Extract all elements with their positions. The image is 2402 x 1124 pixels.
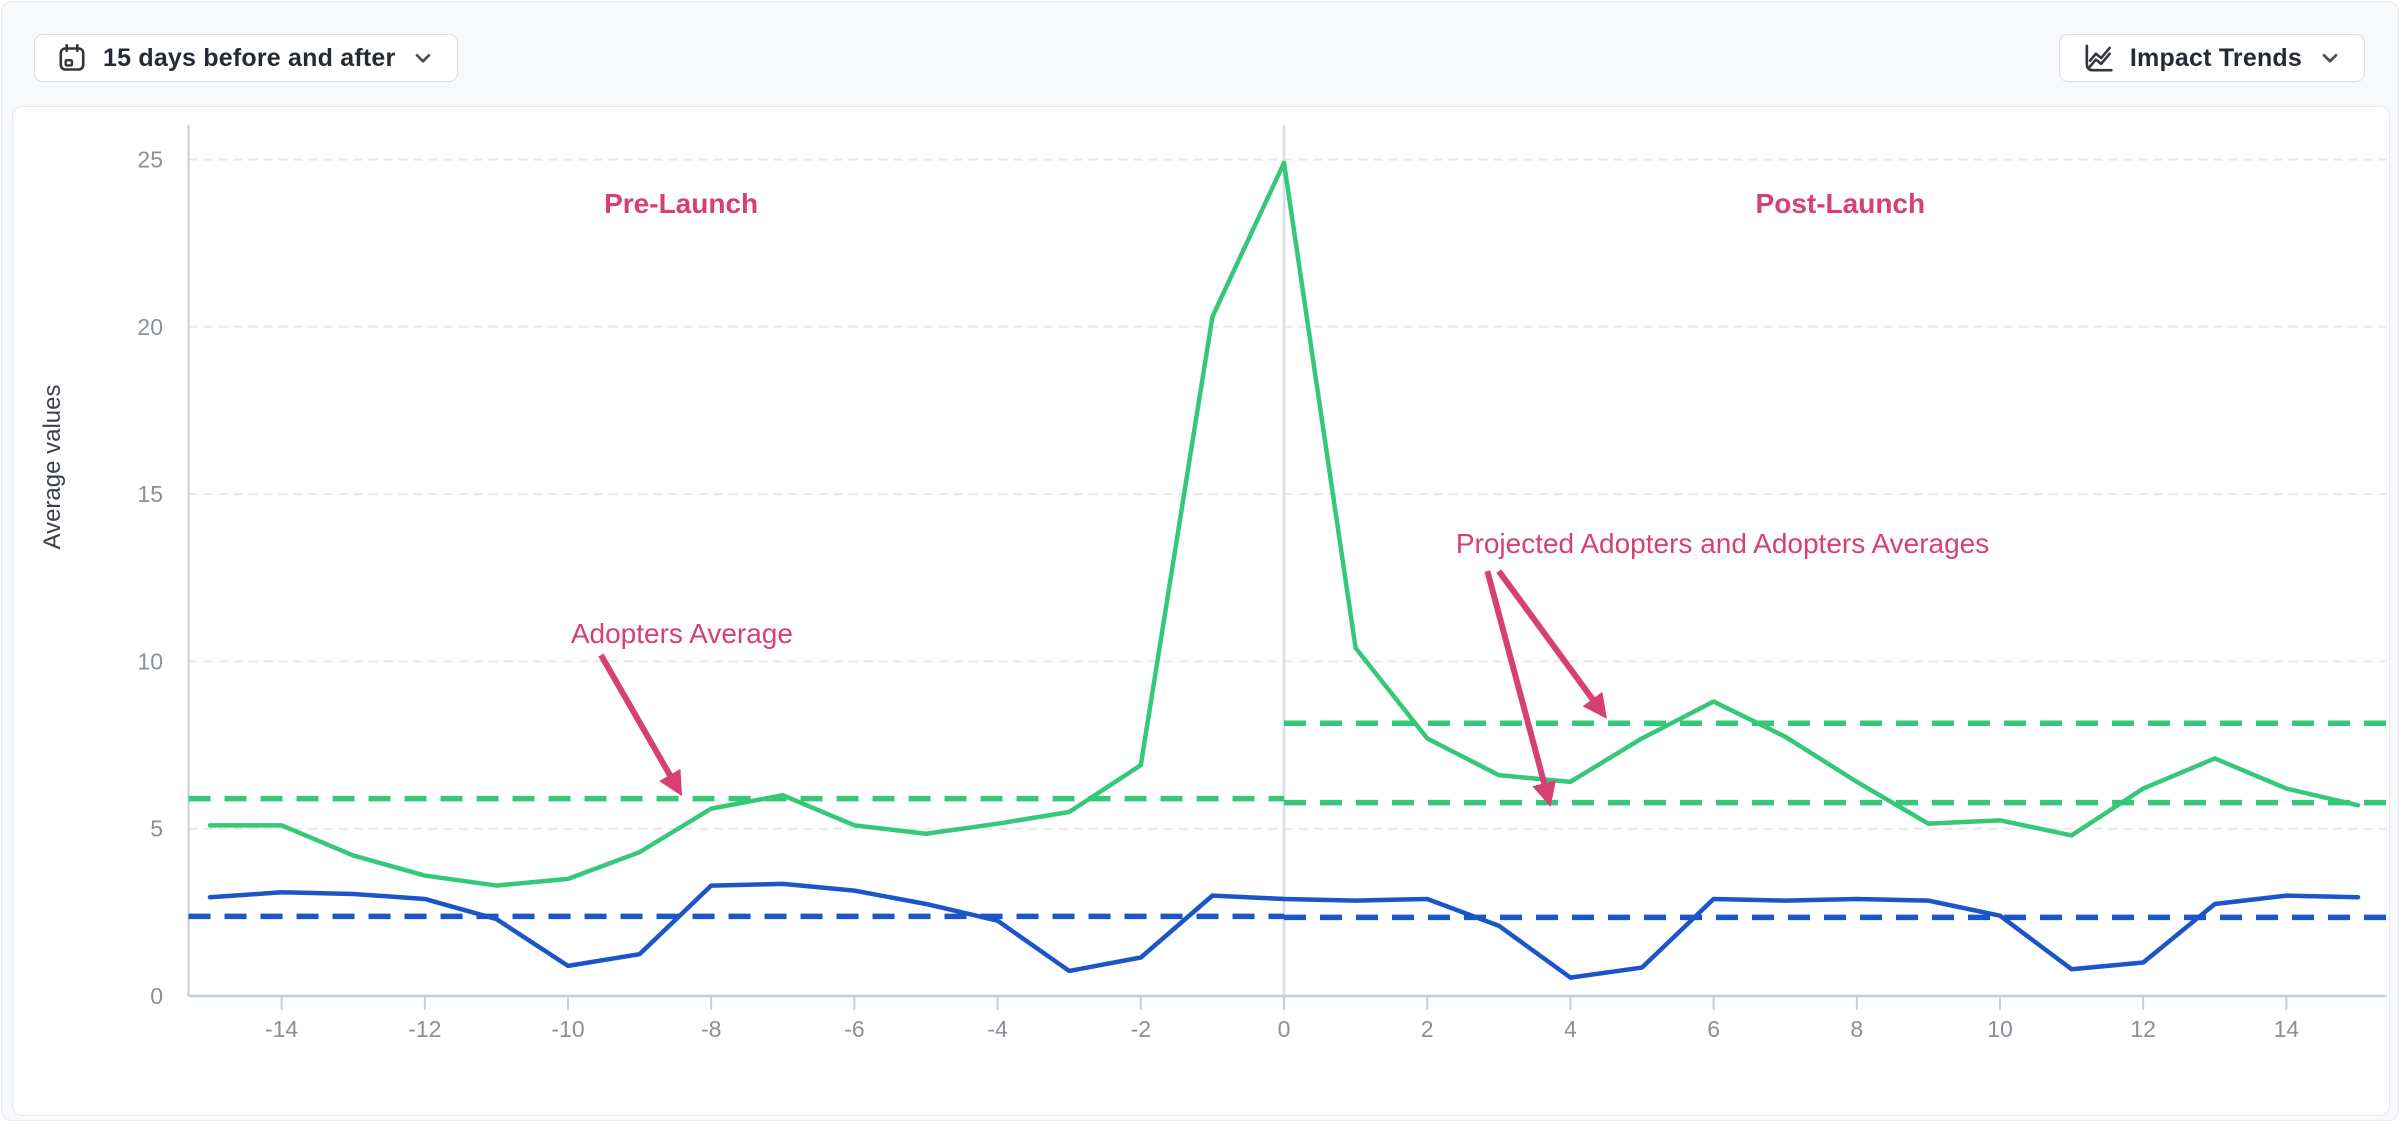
- x-tick-label: 14: [2274, 1016, 2300, 1042]
- y-axis: 0 5 10 15 20 25: [137, 147, 163, 1010]
- x-tick-label: -12: [408, 1016, 441, 1042]
- impact-chart-svg: -14 -12 -10 -8 -6 -4 -2 0 2 4 6 8 10 12 14 0 5 10 15 20 25 Av…: [39, 125, 2387, 1042]
- y-gridlines: [188, 158, 2387, 830]
- x-tick-label: -4: [987, 1016, 1008, 1042]
- y-tick-label: 10: [137, 648, 163, 674]
- y-tick-label: 25: [137, 147, 163, 173]
- x-tick-label: -10: [551, 1016, 584, 1042]
- projected-adopters-label: Projected Adopters and Adopters Averages: [1456, 528, 1989, 807]
- post-launch-label-text: Post-Launch: [1756, 188, 1926, 219]
- x-tick-label: -8: [701, 1016, 721, 1042]
- x-tick-label: 2: [1421, 1016, 1434, 1042]
- impact-trends-button[interactable]: Impact Trends: [2058, 34, 2365, 82]
- projected-adopters-label-arrow: [1496, 569, 1607, 719]
- adopters-average-label-arrow: [598, 653, 683, 797]
- adopters-average-label-text: Adopters Average: [571, 618, 793, 649]
- trend-chart-icon: [2081, 41, 2115, 75]
- x-tick-label: -2: [1131, 1016, 1151, 1042]
- impact-trends-label: Impact Trends: [2129, 43, 2302, 72]
- post-launch-label: Post-Launch: [1756, 188, 1926, 219]
- x-axis: -14 -12 -10 -8 -6 -4 -2 0 2 4 6 8 10 12 14: [265, 996, 2299, 1042]
- x-tick-label: 6: [1707, 1016, 1720, 1042]
- calendar-icon: [56, 42, 88, 74]
- chart-card: -14 -12 -10 -8 -6 -4 -2 0 2 4 6 8 10 12 14 0 5 10 15 20 25 Av…: [12, 106, 2390, 1116]
- y-tick-label: 5: [150, 816, 163, 842]
- adopters-line: [207, 160, 2361, 888]
- y-axis-title: Average values: [39, 385, 66, 550]
- chevron-down-icon: [410, 45, 436, 71]
- pre-launch-label-text: Pre-Launch: [604, 188, 758, 219]
- x-tick-label: 10: [1987, 1016, 2013, 1042]
- y-tick-label: 15: [137, 481, 163, 507]
- x-tick-label: -14: [265, 1016, 298, 1042]
- x-tick-label: 8: [1850, 1016, 1863, 1042]
- x-tick-label: 0: [1278, 1016, 1291, 1042]
- x-tick-label: -6: [844, 1016, 864, 1042]
- y-tick-label: 20: [137, 314, 163, 340]
- date-range-button[interactable]: 15 days before and after: [34, 34, 459, 82]
- x-tick-label: 12: [2130, 1016, 2156, 1042]
- projected-adopters-label-arrow: [1484, 570, 1557, 807]
- projected-adopters-label-text: Projected Adopters and Adopters Averages: [1456, 528, 1989, 559]
- x-tick-label: 4: [1564, 1016, 1577, 1042]
- chevron-down-icon: [2317, 45, 2343, 71]
- date-range-label: 15 days before and after: [103, 43, 396, 72]
- pre-launch-label: Pre-Launch: [604, 188, 758, 219]
- adopters-average-label: Adopters Average: [571, 618, 793, 797]
- comparison-line: [207, 881, 2361, 980]
- y-tick-label: 0: [150, 983, 163, 1009]
